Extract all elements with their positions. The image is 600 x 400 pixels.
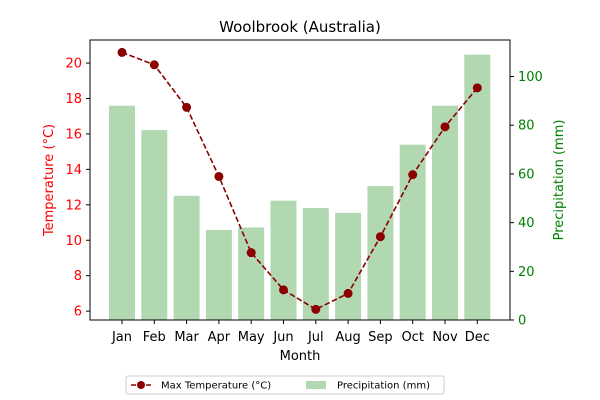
precipitation-bar-jul xyxy=(302,208,329,320)
legend-temperature-label: Max Temperature (°C) xyxy=(161,381,271,392)
x-tick-label: Jul xyxy=(307,330,324,345)
x-tick-label: Oct xyxy=(401,330,423,345)
temperature-series xyxy=(117,47,482,314)
x-tick-label: Feb xyxy=(143,330,166,345)
x-tick-label: Apr xyxy=(208,330,231,345)
precipitation-bar-apr xyxy=(205,229,232,320)
left-y-tick-label: 12 xyxy=(65,198,82,213)
precipitation-bar-aug xyxy=(335,212,362,320)
legend: Max Temperature (°C) Precipitation (mm) xyxy=(125,375,445,395)
x-tick-label: May xyxy=(238,330,265,345)
chart-title: Woolbrook (Australia) xyxy=(219,18,381,36)
right-y-tick-label: 100 xyxy=(518,70,543,85)
left-y-tick-label: 6 xyxy=(74,305,82,320)
x-tick-label: Jun xyxy=(272,330,293,345)
left-y-tick-label: 14 xyxy=(65,163,82,178)
right-y-tick-label: 40 xyxy=(518,216,535,231)
precipitation-bar-mar xyxy=(173,195,200,320)
temperature-point-feb xyxy=(149,60,159,70)
x-axis-label: Month xyxy=(280,349,321,364)
temperature-point-apr xyxy=(214,171,224,181)
temperature-point-jan xyxy=(117,47,127,57)
right-y-tick-label: 0 xyxy=(518,314,526,329)
plot-frame xyxy=(89,39,511,321)
right-y-axis: 0 20 40 60 80 100 xyxy=(510,70,543,329)
legend-precipitation-swatch-icon xyxy=(306,381,326,389)
temperature-point-may xyxy=(246,248,256,258)
temperature-point-jun xyxy=(279,285,288,295)
left-y-axis-label: Temperature (°C) xyxy=(42,124,57,237)
temperature-point-jul xyxy=(311,304,321,314)
x-tick-label: Aug xyxy=(335,330,360,345)
right-y-tick-label: 20 xyxy=(518,265,535,280)
legend-temperature-marker-icon xyxy=(137,381,145,389)
right-y-tick-label: 80 xyxy=(518,119,535,134)
precipitation-bars xyxy=(109,54,491,320)
temperature-point-sep xyxy=(375,232,385,242)
left-y-tick-label: 8 xyxy=(74,269,82,284)
right-y-tick-label: 60 xyxy=(518,167,535,182)
legend-precipitation-label: Precipitation (mm) xyxy=(337,381,430,392)
left-y-axis: 6 8 10 12 14 16 18 20 xyxy=(65,57,90,320)
temperature-point-aug xyxy=(343,288,353,298)
temperature-point-nov xyxy=(440,122,450,132)
precipitation-bar-nov xyxy=(432,105,458,320)
x-tick-label: Mar xyxy=(174,330,199,345)
precipitation-bar-feb xyxy=(141,130,168,320)
left-y-tick-label: 20 xyxy=(65,57,82,72)
temperature-point-oct xyxy=(408,170,418,180)
right-y-axis-label: Precipitation (mm) xyxy=(552,120,567,241)
left-y-tick-label: 10 xyxy=(65,234,82,249)
x-tick-label: Dec xyxy=(465,330,490,345)
legend-box xyxy=(125,375,445,395)
temperature-line xyxy=(121,51,478,311)
precipitation-bar-may xyxy=(238,227,265,320)
precipitation-bar-dec xyxy=(464,54,491,320)
precipitation-bar-jun xyxy=(270,200,297,320)
left-y-tick-label: 18 xyxy=(65,92,82,107)
precipitation-bar-jan xyxy=(109,105,135,320)
x-tick-label: Jan xyxy=(111,330,132,345)
x-tick-label: Sep xyxy=(368,330,393,345)
left-y-tick-label: 16 xyxy=(65,127,82,142)
temperature-point-mar xyxy=(182,102,192,112)
x-tick-label: Nov xyxy=(432,330,458,345)
temperature-point-dec xyxy=(472,83,482,93)
x-axis: Jan Feb Mar Apr May Jun Jul Aug Sep Oct Nov Dec xyxy=(111,320,490,345)
